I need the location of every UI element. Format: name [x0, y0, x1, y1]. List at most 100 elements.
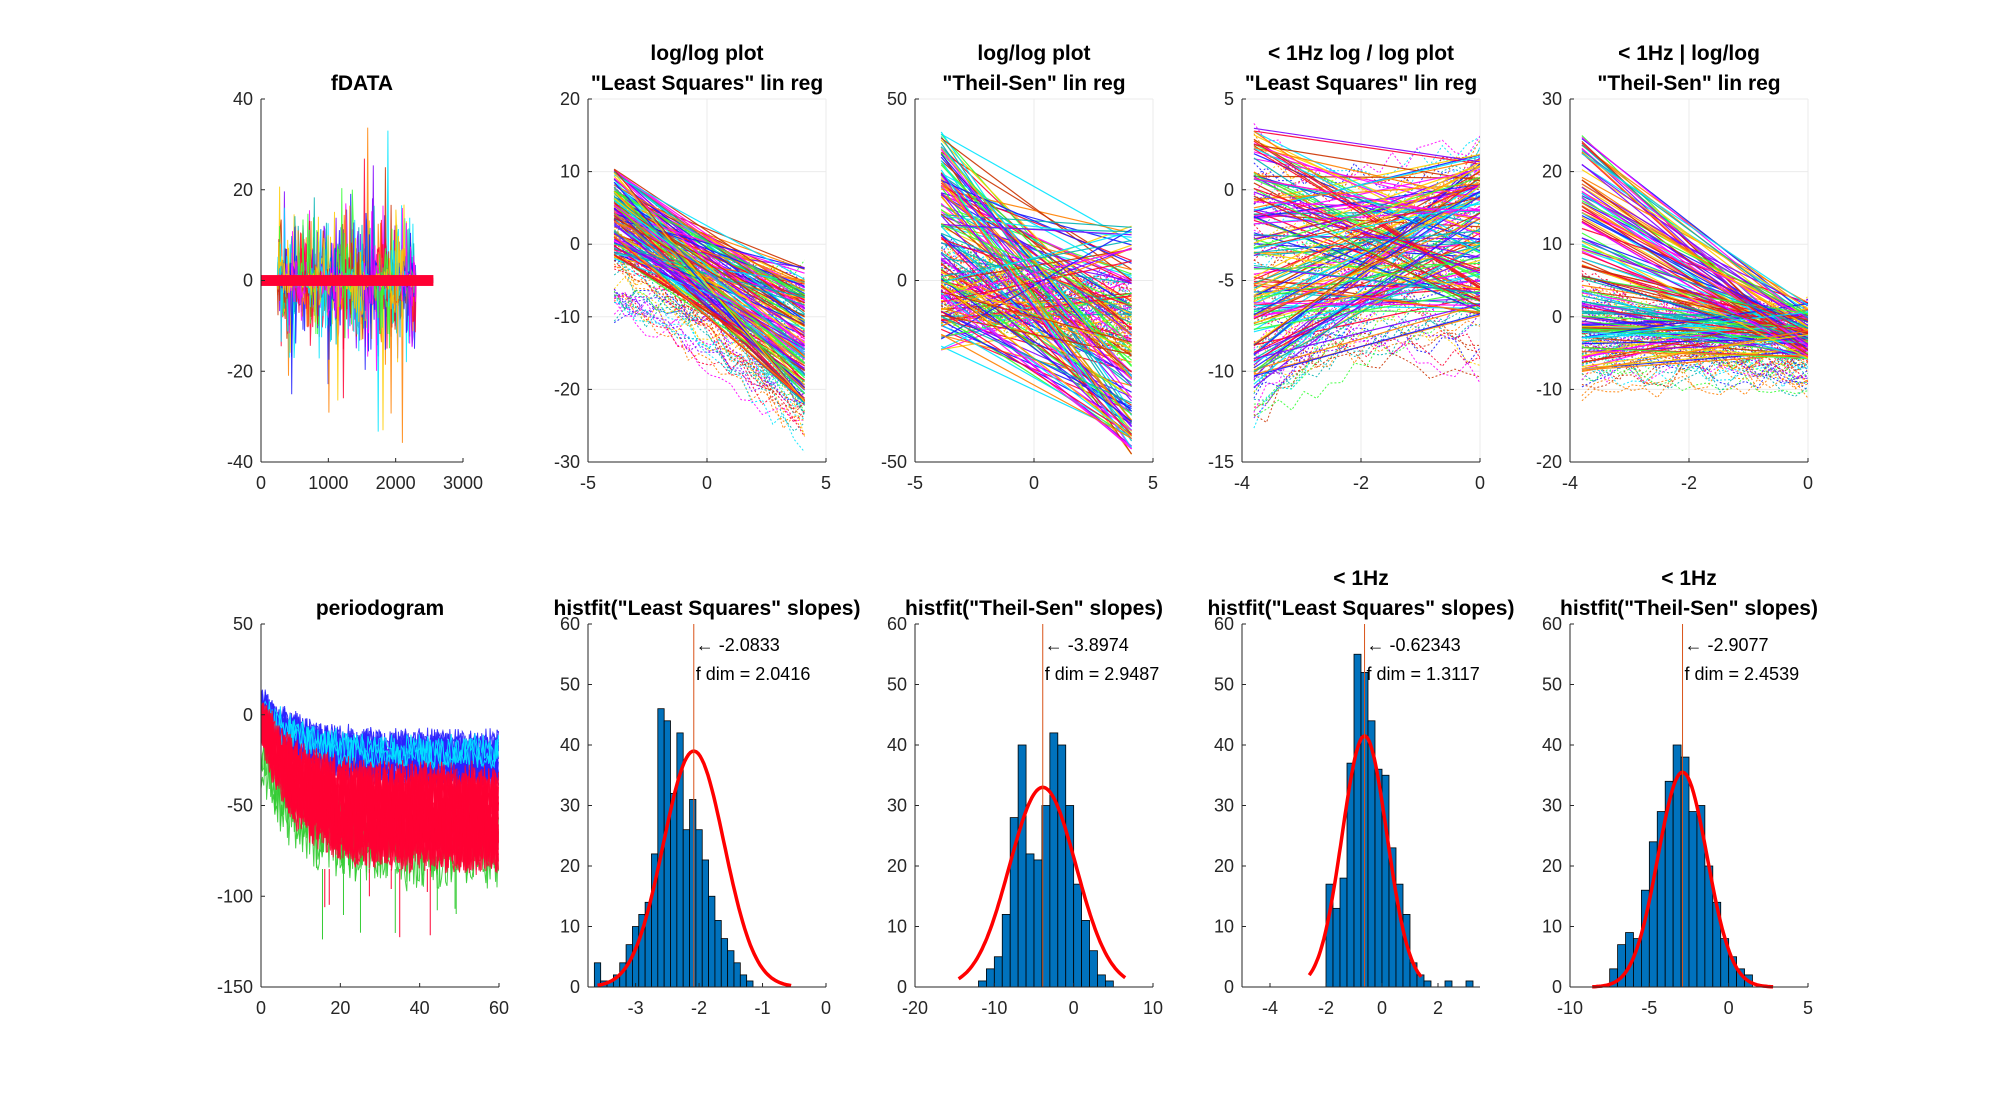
- chart-title: periodogram: [316, 597, 444, 620]
- fit-line: [1581, 300, 1808, 339]
- data-trace: [940, 300, 1133, 357]
- fit-line: [1581, 215, 1808, 330]
- fit-line: [1253, 127, 1480, 163]
- regression-group: [613, 168, 806, 453]
- y-tick-label: 50: [887, 675, 907, 695]
- fit-line: [941, 257, 1132, 284]
- histogram-group: ← -2.0833 f dim = 2.0416: [593, 624, 811, 988]
- y-tick-label: -10: [554, 307, 580, 327]
- data-trace: [941, 267, 1132, 317]
- y-tick-label: -20: [554, 379, 580, 399]
- data-trace: [941, 273, 1132, 338]
- y-tick-label: 20: [1542, 856, 1562, 876]
- fit-line: [1253, 218, 1480, 317]
- fit-line: [613, 172, 806, 403]
- x-tick-label: 0: [256, 998, 266, 1018]
- chart-title: histfit("Theil-Sen" slopes): [1560, 597, 1818, 620]
- data-trace: [1581, 375, 1808, 399]
- data-trace: [613, 291, 805, 389]
- histogram-group: ← -3.8974 f dim = 2.9487: [957, 624, 1160, 988]
- fit-line: [940, 247, 1132, 327]
- fractal-dim-annotation: f dim = 2.0416: [696, 664, 811, 684]
- y-tick-label: 60: [1214, 614, 1234, 634]
- fit-line: [1253, 201, 1480, 212]
- fit-line: [940, 184, 1132, 302]
- histogram-bar: [1001, 914, 1011, 988]
- fit-line: [1581, 284, 1808, 322]
- y-tick-label: 0: [243, 271, 253, 291]
- slope-annotation: ← -2.9077: [1685, 635, 1769, 655]
- fit-line: [940, 315, 1132, 404]
- slope-annotation: ← -3.8974: [1045, 635, 1129, 655]
- fit-line: [1581, 311, 1808, 339]
- fit-line: [941, 260, 1132, 303]
- fit-line: [1581, 200, 1808, 316]
- data-trace: [940, 246, 1132, 312]
- x-tick-label: -4: [1234, 473, 1250, 493]
- y-tick-label: 20: [1542, 162, 1562, 182]
- fit-line: [940, 180, 1133, 422]
- data-trace: [1581, 335, 1808, 362]
- fit-line: [940, 259, 1132, 378]
- histogram-bar: [1017, 744, 1027, 988]
- y-tick-label: 30: [1214, 796, 1234, 816]
- x-tick-label: -2: [1681, 473, 1697, 493]
- fit-line: [613, 202, 805, 327]
- fit-line: [1581, 237, 1808, 350]
- y-tick-label: 50: [233, 614, 253, 634]
- fit-line: [1253, 191, 1480, 316]
- y-tick-label: -15: [1208, 452, 1234, 472]
- y-tick-label: -150: [217, 977, 253, 997]
- chart-title: < 1Hz: [1333, 567, 1388, 590]
- fit-line: [613, 258, 805, 330]
- fractal-dim-annotation: f dim = 2.9487: [1045, 664, 1160, 684]
- fit-line: [1253, 282, 1480, 313]
- fit-line: [940, 234, 1132, 412]
- chart-ls_fit_1hz: -4 -2 0 -15 -10 -5 0 5 < 1Hz log / log plot "Leas…: [1208, 42, 1485, 493]
- y-tick-label: 30: [560, 796, 580, 816]
- chart-title: "Least Squares" lin reg: [591, 72, 823, 95]
- x-tick-label: 0: [702, 473, 712, 493]
- fit-line: [940, 133, 1132, 243]
- fit-line: [613, 195, 805, 351]
- fit-line: [613, 184, 805, 292]
- x-tick-label: -4: [1262, 998, 1278, 1018]
- x-tick-label: -5: [907, 473, 923, 493]
- histogram-bar: [1073, 883, 1082, 988]
- y-tick-label: 0: [1552, 977, 1562, 997]
- fit-line: [940, 278, 1132, 422]
- fit-line: [940, 295, 1132, 431]
- fit-line: [1253, 230, 1480, 254]
- histogram-bar: [1025, 853, 1035, 988]
- x-tick-label: 0: [1069, 998, 1079, 1018]
- histogram-bar: [720, 938, 729, 988]
- normal-fit-curve: [1307, 734, 1423, 978]
- chart-title: log/log plot: [977, 42, 1090, 65]
- fit-line: [1253, 279, 1480, 318]
- chart-fdata: 0 1000 2000 3000 -40 -20 0 20 40 fDATA: [227, 72, 483, 493]
- y-tick-label: 20: [560, 89, 580, 109]
- chart-title: "Least Squares" lin reg: [1245, 72, 1477, 95]
- fit-line: [941, 314, 1132, 355]
- chart-title: < 1Hz: [1661, 567, 1716, 590]
- data-trace: [1581, 355, 1808, 389]
- histogram-group: ← -0.62343 f dim = 1.3117: [1307, 624, 1480, 988]
- fit-line: [940, 244, 1132, 311]
- x-tick-label: -10: [981, 998, 1007, 1018]
- y-tick-label: -40: [227, 452, 253, 472]
- fit-line: [1253, 304, 1480, 371]
- fit-line: [1253, 290, 1480, 330]
- data-trace: [1581, 323, 1808, 383]
- fit-line: [613, 204, 805, 345]
- fit-line: [1253, 195, 1480, 308]
- fit-line: [941, 223, 1132, 236]
- y-tick-label: 10: [560, 917, 580, 937]
- fit-line: [1581, 276, 1808, 315]
- x-tick-label: -3: [628, 998, 644, 1018]
- fit-line: [940, 149, 1133, 399]
- fit-line: [1581, 164, 1808, 326]
- y-tick-label: 5: [1224, 89, 1234, 109]
- fit-line: [1581, 221, 1808, 357]
- data-trace: [613, 276, 805, 376]
